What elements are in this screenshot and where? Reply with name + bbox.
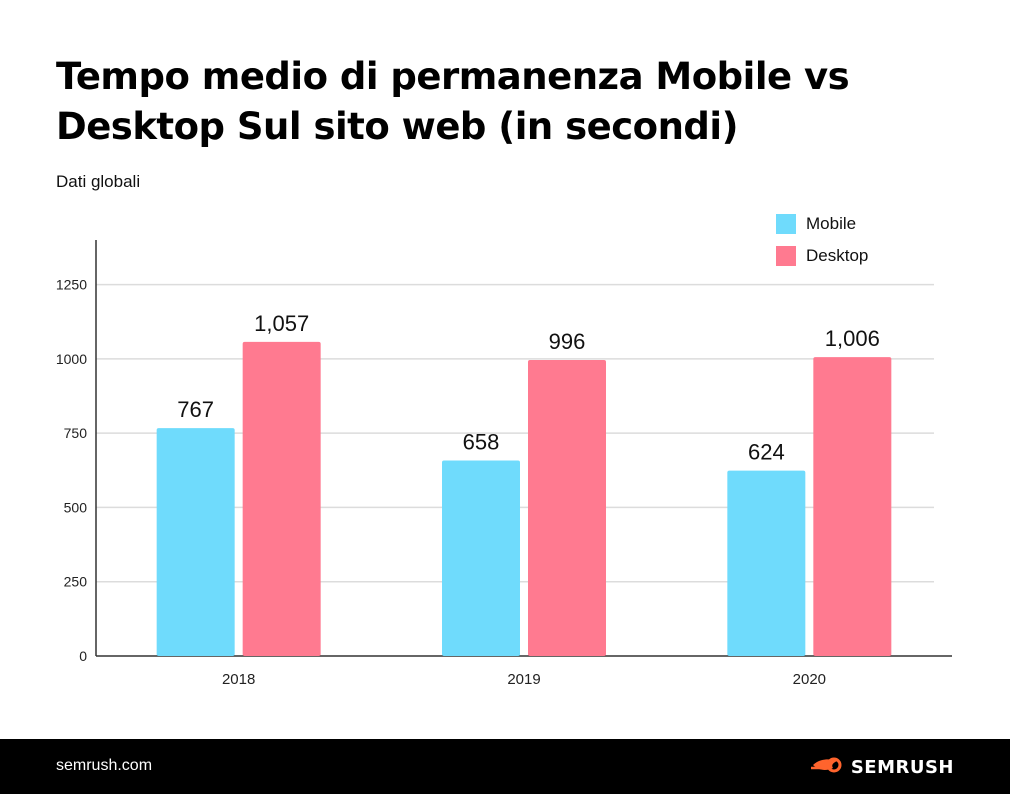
- y-tick-label-1000: 1000: [56, 351, 87, 367]
- bar-desktop-2018: [242, 341, 321, 656]
- legend-item-mobile: Mobile: [776, 208, 868, 240]
- bar-desktop-2019: [528, 360, 606, 656]
- bar-chart: 0 250 500 750 1000 1250 767 1,057 2018 658 996 2019…: [56, 240, 952, 688]
- brand-name: SEMRUSH: [850, 757, 954, 778]
- chart-legend: Mobile Desktop: [776, 208, 868, 272]
- y-tick-label-1250: 1250: [56, 277, 87, 293]
- data-label-mobile-2020: 624: [748, 440, 785, 465]
- legend-label-mobile: Mobile: [806, 214, 857, 233]
- data-label-mobile-2018: 767: [177, 397, 214, 422]
- data-label-desktop-2019: 996: [549, 329, 586, 354]
- bar-mobile-2019: [442, 460, 520, 656]
- bar-mobile-2020: [727, 470, 806, 656]
- data-label-desktop-2018: 1,057: [254, 311, 309, 336]
- semrush-fire-icon: [810, 755, 845, 780]
- bar-mobile-2018: [156, 428, 235, 656]
- y-tick-label-0: 0: [79, 648, 87, 664]
- legend-item-desktop: Desktop: [776, 240, 868, 272]
- chart-title: Tempo medio di permanenza Mobile vs Desk…: [56, 55, 850, 148]
- footer-url: semrush.com: [56, 757, 153, 774]
- x-tick-label-2020: 2020: [793, 671, 826, 688]
- y-tick-label-500: 500: [64, 499, 88, 515]
- data-label-mobile-2019: 658: [463, 429, 500, 454]
- y-tick-label-250: 250: [64, 574, 88, 590]
- legend-swatch-desktop: [776, 246, 796, 266]
- legend-label-desktop: Desktop: [806, 246, 869, 265]
- x-tick-label-2019: 2019: [507, 671, 540, 688]
- legend-swatch-mobile: [776, 214, 796, 234]
- footer-bar: semrush.com SEMRUSH: [0, 739, 1010, 794]
- y-tick-label-750: 750: [64, 425, 88, 441]
- x-tick-label-2018: 2018: [222, 671, 255, 688]
- chart-subtitle: Dati globali: [56, 172, 141, 191]
- bar-desktop-2020: [813, 357, 892, 656]
- data-label-desktop-2020: 1,006: [825, 326, 880, 351]
- brand-logo: SEMRUSH: [810, 755, 954, 780]
